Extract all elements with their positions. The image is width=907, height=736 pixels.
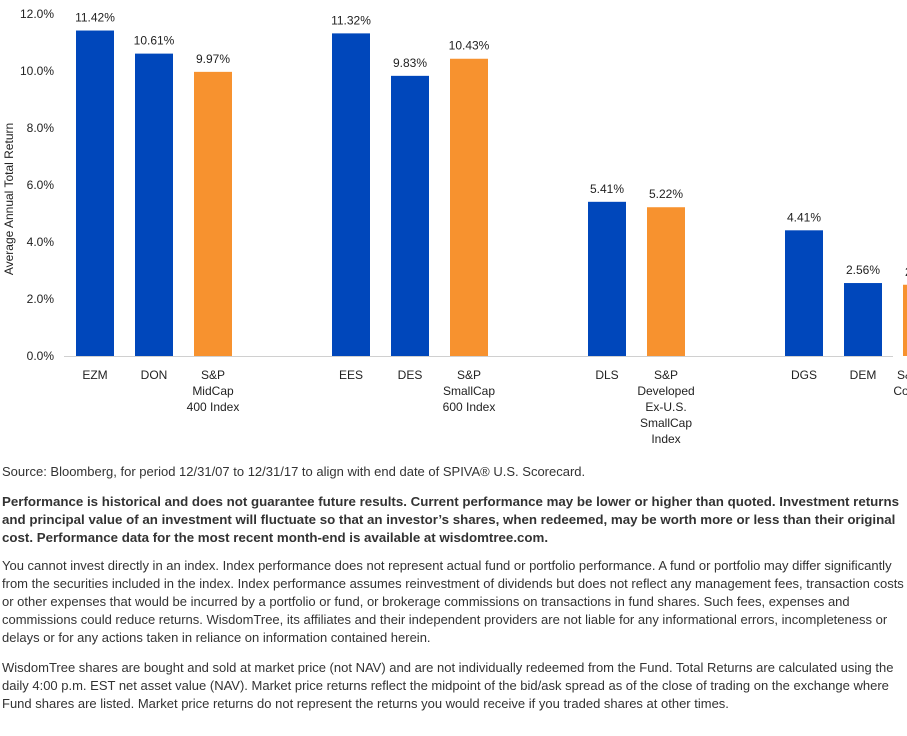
category-label: S&P: [201, 368, 225, 382]
bar: [194, 71, 232, 356]
category-label: DLS: [595, 368, 618, 382]
y-tick-label: 12.0%: [20, 7, 54, 21]
category-label: DGS: [791, 368, 817, 382]
y-axis-ticks: 0.0% 2.0% 4.0% 6.0% 8.0% 10.0% 12.0%: [20, 7, 54, 363]
category-label: DON: [141, 368, 168, 382]
category-label: EES: [339, 368, 363, 382]
bar: [332, 33, 370, 356]
category-label: Index: [651, 432, 680, 446]
category-label: S&P/IFCI: [897, 368, 907, 382]
category-label: Ex-U.S.: [645, 400, 686, 414]
y-axis-label: Average Annual Total Return: [2, 123, 16, 275]
y-tick-label: 0.0%: [27, 349, 55, 363]
data-label: 5.22%: [649, 187, 683, 201]
bar-chart: Average Annual Total Return 0.0% 2.0% 4.0%…: [2, 7, 907, 446]
category-label: EZM: [82, 368, 107, 382]
data-label: 2.56%: [846, 263, 880, 277]
data-label: 11.42%: [75, 11, 115, 25]
data-label: 4.41%: [787, 210, 821, 224]
bar: [785, 230, 823, 356]
data-labels: 11.42% 10.61% 9.97% 11.32% 9.83% 10.43% 5.41% 5…: [75, 11, 907, 279]
category-label: DEM: [850, 368, 877, 382]
footnotes: Source: Bloomberg, for period 12/31/07 t…: [2, 463, 905, 725]
source-note: Source: Bloomberg, for period 12/31/07 t…: [2, 464, 586, 479]
category-label: DES: [398, 368, 423, 382]
bar: [135, 53, 173, 357]
y-tick-label: 10.0%: [20, 64, 54, 78]
category-label: Composite: [893, 384, 907, 398]
shares-disclaimer: WisdomTree shares are bought and sold at…: [2, 660, 894, 711]
performance-disclaimer: Performance is historical and does not g…: [2, 494, 899, 545]
data-label: 2.50%: [905, 265, 907, 279]
bar: [844, 283, 882, 356]
bar: [647, 207, 685, 356]
category-label: MidCap: [192, 384, 234, 398]
category-label: Developed: [637, 384, 694, 398]
category-label: S&P: [654, 368, 678, 382]
y-tick-label: 2.0%: [27, 292, 55, 306]
category-label: SmallCap: [443, 384, 495, 398]
category-label: 400 Index: [187, 400, 240, 414]
y-tick-label: 4.0%: [27, 235, 55, 249]
bar: [588, 201, 626, 356]
data-label: 11.32%: [331, 13, 371, 27]
bar: [903, 284, 907, 356]
y-tick-label: 6.0%: [27, 178, 55, 192]
category-labels: EZM DON S&P MidCap 400 Index EES DES S&P SmallCa…: [82, 368, 907, 446]
y-tick-label: 8.0%: [27, 121, 55, 135]
data-label: 9.97%: [196, 52, 230, 66]
category-label: SmallCap: [640, 416, 692, 430]
data-label: 5.41%: [590, 182, 624, 196]
data-label: 10.43%: [449, 39, 490, 53]
bar: [450, 58, 488, 357]
bar-series: [76, 30, 907, 357]
data-label: 10.61%: [134, 34, 175, 48]
category-label: S&P: [457, 368, 481, 382]
index-disclaimer: You cannot invest directly in an index. …: [2, 558, 904, 645]
category-label: 600 Index: [443, 400, 496, 414]
data-label: 9.83%: [393, 56, 427, 70]
bar: [76, 30, 114, 357]
bar: [391, 75, 429, 356]
